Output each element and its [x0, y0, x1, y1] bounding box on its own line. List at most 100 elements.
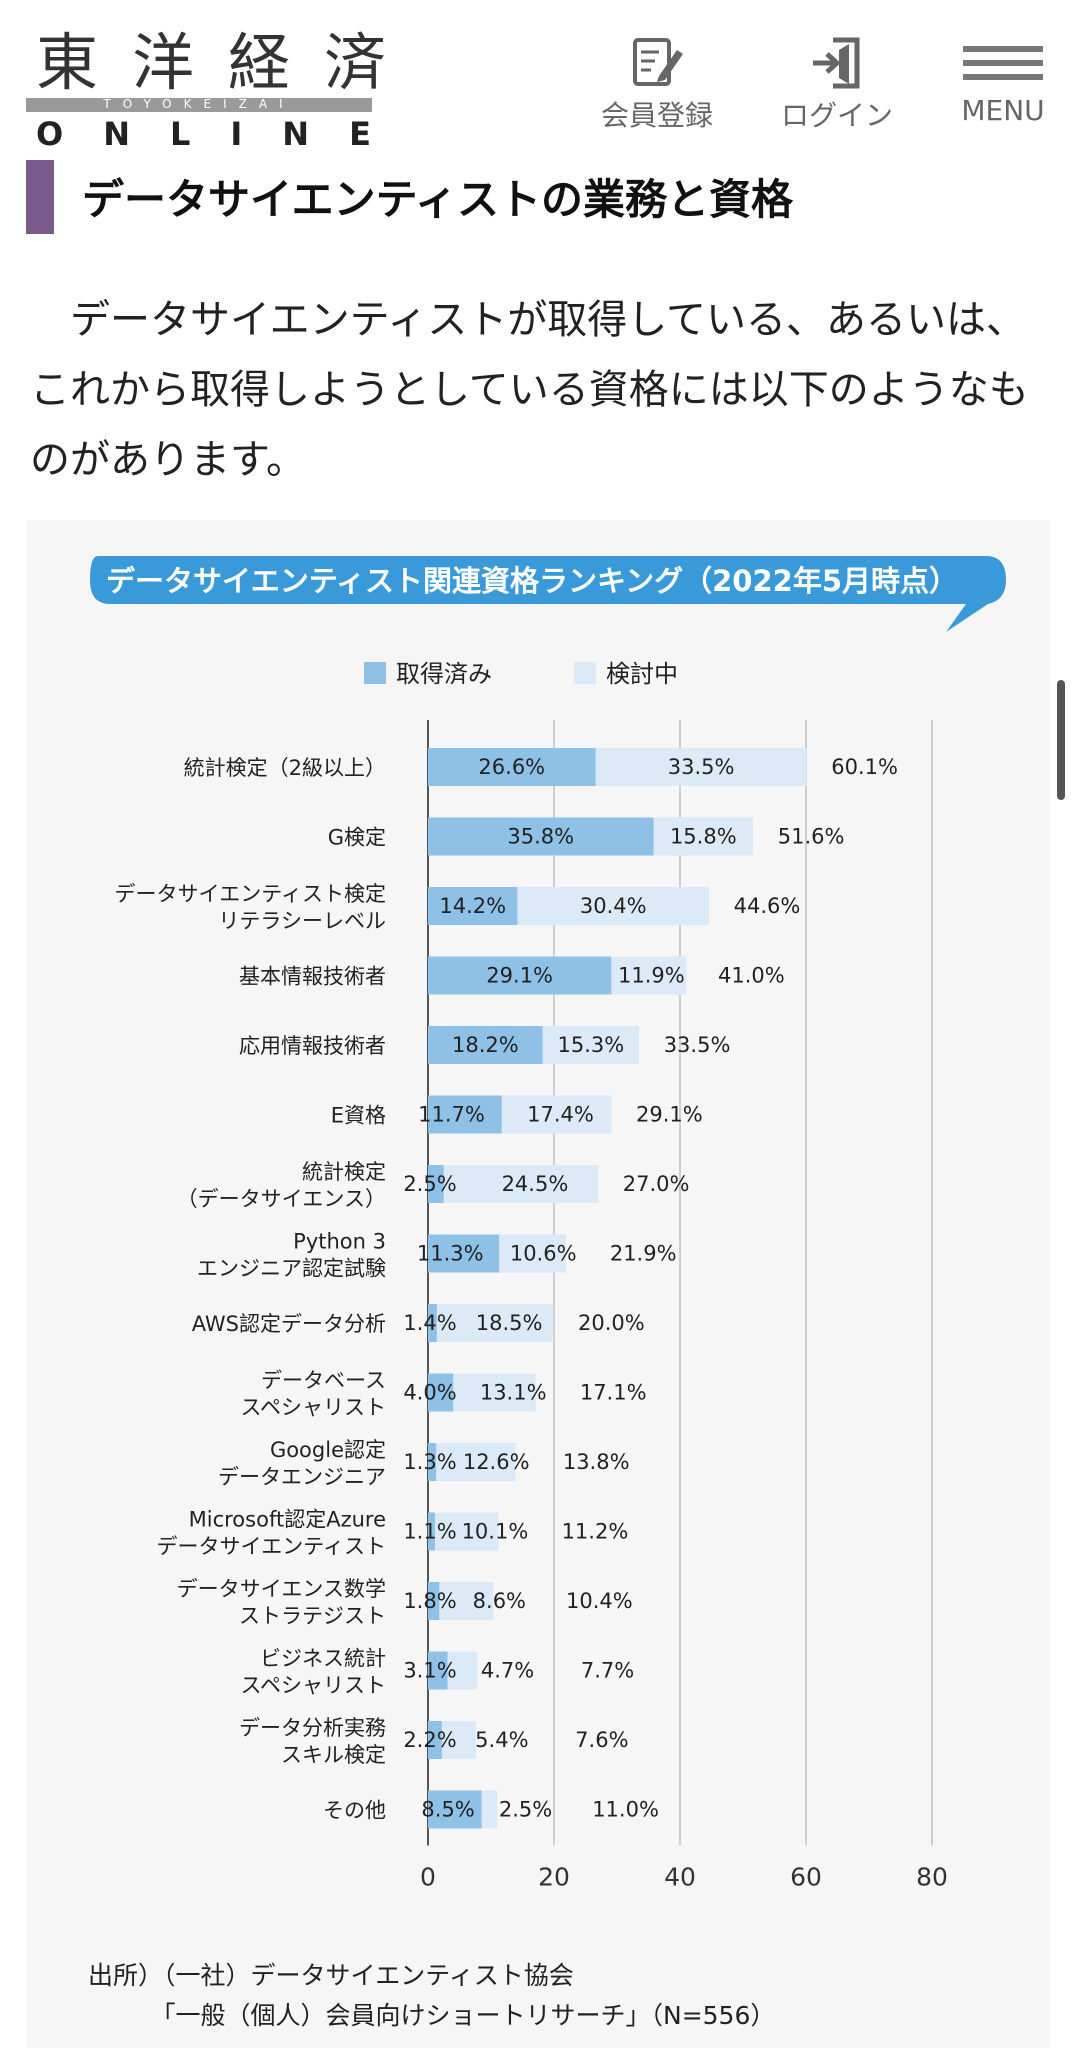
data-label-total: 60.1% [831, 755, 898, 779]
category-label: データサイエンティスト [156, 1535, 386, 1559]
x-tick-label: 40 [664, 1863, 696, 1892]
register-label: 会員登録 [600, 99, 713, 132]
register-button[interactable]: 会員登録 [592, 36, 722, 134]
data-label-considering: 5.4% [475, 1728, 528, 1752]
logo-roman: TOYOKEIZAI [103, 97, 295, 111]
login-door-icon [813, 37, 860, 89]
category-label: スペシャリスト [240, 1396, 386, 1420]
bar-considering [499, 1234, 566, 1273]
data-label-acquired: 11.3% [417, 1242, 484, 1266]
legend-swatch-considering [574, 662, 596, 684]
data-label-total: 17.1% [580, 1381, 647, 1405]
category-label: リテラシーレベル [218, 909, 386, 933]
section-heading: データサイエンティストの業務と資格 [26, 160, 1026, 234]
data-label-total: 41.0% [718, 964, 785, 988]
data-label-considering: 4.7% [481, 1659, 534, 1683]
data-label-considering: 10.1% [462, 1520, 529, 1544]
category-label: 応用情報技術者 [239, 1034, 386, 1058]
data-label-total: 7.7% [581, 1659, 634, 1683]
data-label-total: 11.0% [592, 1798, 659, 1822]
legend-label-considering: 検討中 [606, 660, 678, 688]
bar-acquired [428, 1026, 543, 1064]
data-label-considering: 13.1% [480, 1381, 547, 1405]
site-header: 東洋経済 TOYOKEIZAI ONLINE 会員登録 ログイン MENU [0, 0, 1074, 152]
data-label-acquired: 1.3% [403, 1450, 456, 1474]
data-label-considering: 15.8% [670, 825, 737, 849]
category-label: G検定 [328, 826, 386, 850]
data-label-acquired: 4.0% [403, 1381, 456, 1405]
category-label: データサイエンティスト検定 [114, 882, 386, 906]
bar-considering [453, 1373, 536, 1412]
category-label: 統計検定（2級以上） [184, 756, 386, 780]
data-label-considering: 18.5% [476, 1311, 543, 1335]
data-label-acquired: 11.7% [418, 1103, 485, 1127]
bar-acquired [428, 1304, 437, 1342]
data-label-considering: 10.6% [510, 1242, 577, 1266]
category-label: データエンジニア [218, 1465, 386, 1489]
data-label-total: 13.8% [563, 1450, 630, 1474]
bar-acquired [428, 1512, 435, 1551]
ranking-chart: データサイエンティスト関連資格ランキング（2022年5月時点） 取得済み 検討中 0 2… [90, 556, 1006, 1892]
bar-acquired [428, 748, 596, 786]
data-label-total: 10.4% [566, 1589, 633, 1613]
bar-considering [434, 1512, 499, 1551]
x-tick-label: 80 [916, 1863, 948, 1892]
login-button[interactable]: ログイン [772, 36, 902, 134]
bar-acquired [428, 887, 518, 925]
data-label-considering: 12.6% [463, 1450, 530, 1474]
bar-considering [481, 1790, 498, 1829]
category-label: ビジネス統計 [260, 1647, 386, 1671]
data-label-acquired: 2.2% [403, 1728, 456, 1752]
data-label-total: 27.0% [623, 1172, 690, 1196]
legend-swatch-acquired [364, 662, 386, 684]
bar-acquired [428, 817, 654, 856]
menu-button[interactable]: MENU [948, 36, 1058, 127]
bar-acquired [428, 1373, 454, 1412]
data-label-considering: 15.3% [557, 1033, 624, 1057]
category-label: Microsoft認定Azure [189, 1508, 386, 1532]
bar-acquired [428, 1651, 448, 1690]
data-label-acquired: 35.8% [507, 825, 574, 849]
bar-considering [595, 748, 807, 786]
data-label-considering: 24.5% [502, 1172, 569, 1196]
bar-acquired [428, 1165, 444, 1203]
scrollbar[interactable] [1057, 680, 1065, 800]
title-banner [90, 556, 1006, 632]
data-label-acquired: 1.1% [403, 1520, 456, 1544]
data-label-total: 33.5% [664, 1033, 731, 1057]
bar-considering [436, 1443, 516, 1481]
data-label-total: 44.6% [734, 894, 801, 918]
data-label-total: 21.9% [610, 1242, 677, 1266]
data-label-acquired: 3.1% [403, 1659, 456, 1683]
article-paragraph: データサイエンティストが取得している、あるいは、これから取得しようとしている資格… [30, 297, 1029, 483]
data-label-considering: 2.5% [499, 1798, 552, 1822]
heading-accent-bar [26, 160, 54, 234]
bar-considering [653, 817, 754, 856]
category-label: エンジニア認定試験 [197, 1257, 386, 1281]
category-label: 基本情報技術者 [239, 965, 386, 989]
chart-source: 出所）（一社）データサイエンティスト協会 「一般（個人）会員向けショートリサーチ… [88, 1961, 776, 2030]
category-label: スキル検定 [281, 1743, 386, 1767]
category-label: スペシャリスト [240, 1674, 386, 1698]
logo-kanji: 東洋経済 [36, 26, 421, 99]
data-label-considering: 8.6% [473, 1589, 526, 1613]
category-label: AWS認定データ分析 [192, 1312, 386, 1336]
data-label-acquired: 18.2% [452, 1033, 519, 1057]
category-label: その他 [323, 1799, 386, 1823]
data-label-acquired: 26.6% [478, 755, 545, 779]
data-label-total: 20.0% [578, 1311, 645, 1335]
data-label-total: 11.2% [562, 1520, 629, 1544]
x-tick-label: 60 [790, 1863, 822, 1892]
chart-title: データサイエンティスト関連資格ランキング（2022年5月時点） [106, 564, 958, 598]
data-label-acquired: 29.1% [486, 964, 553, 988]
category-label: Google認定 [270, 1438, 386, 1462]
section-title: データサイエンティストの業務と資格 [82, 175, 794, 224]
bar-considering [447, 1651, 478, 1690]
category-label: E資格 [331, 1104, 386, 1128]
bar-considering [611, 956, 687, 995]
site-logo[interactable]: 東洋経済 TOYOKEIZAI ONLINE [26, 28, 386, 152]
bar-acquired [428, 1790, 482, 1829]
bar-acquired [428, 1443, 437, 1481]
bar-considering [436, 1304, 554, 1342]
bar-acquired [428, 1095, 502, 1134]
